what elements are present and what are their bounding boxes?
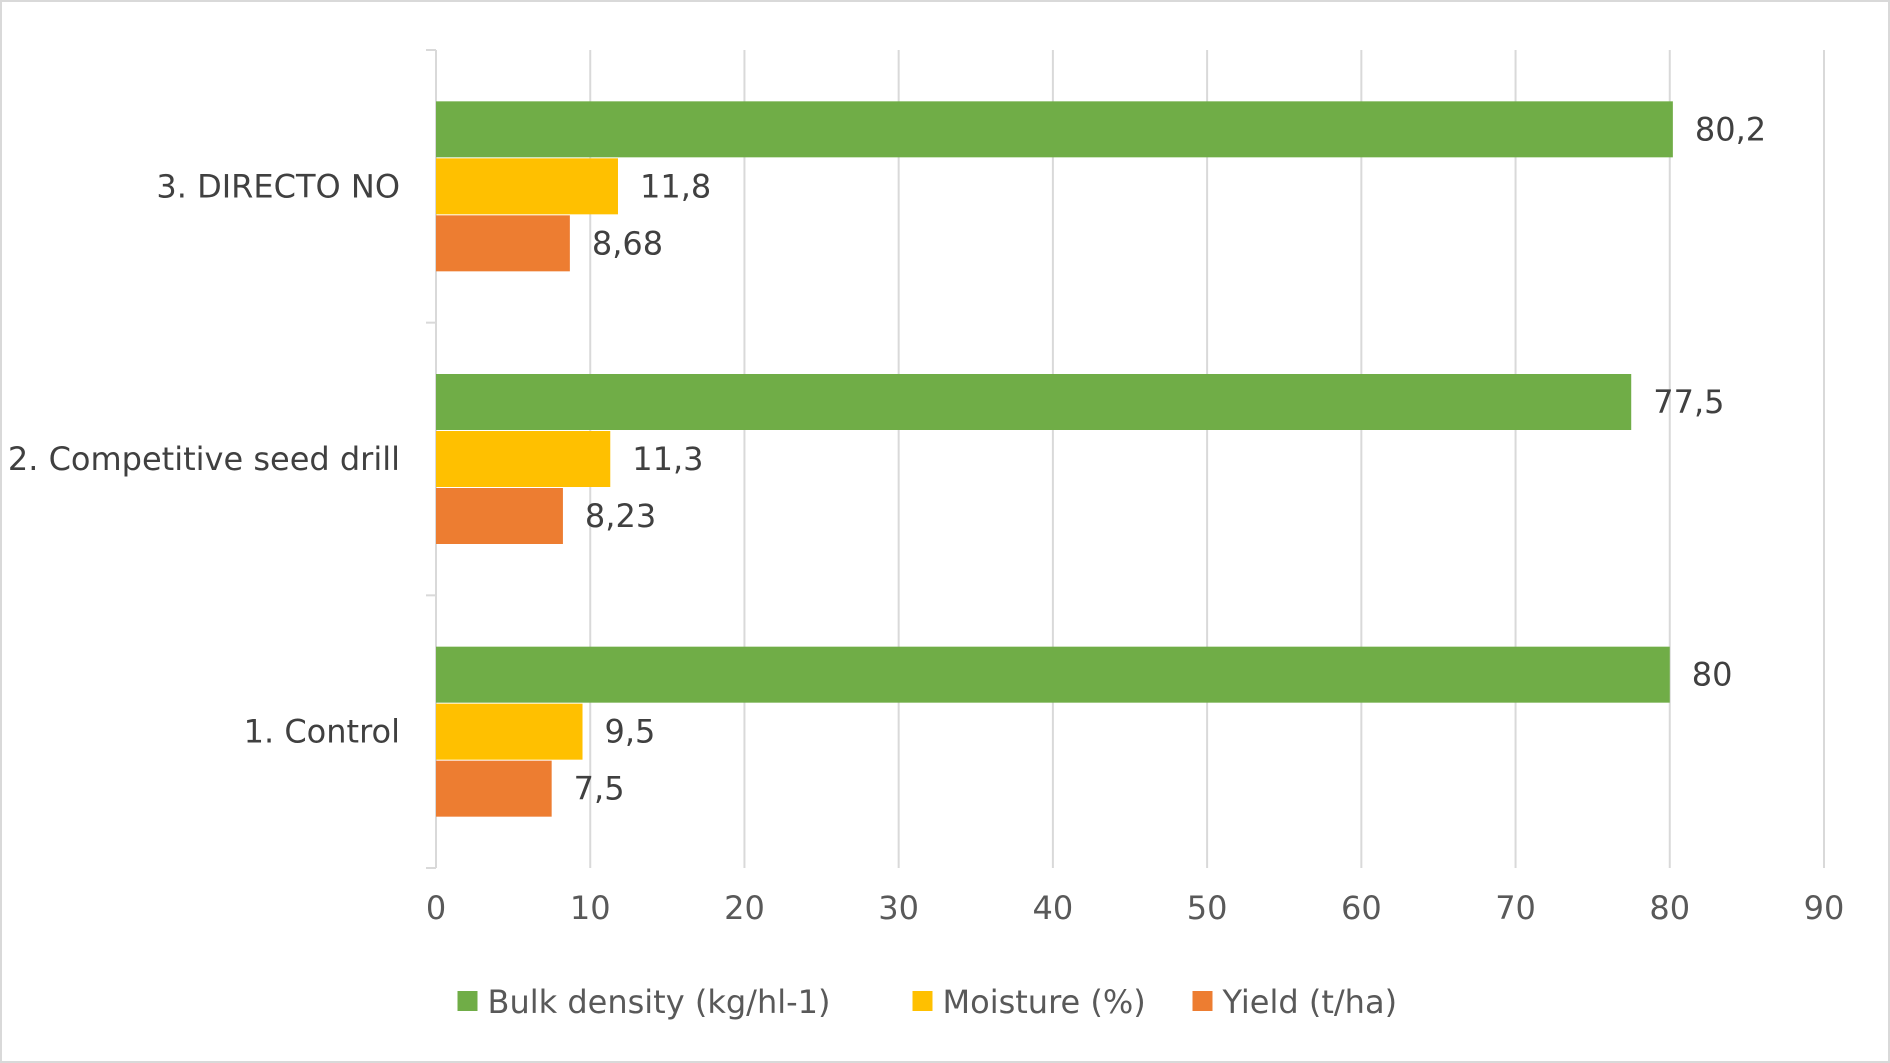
x-tick-label-40: 40 (1033, 889, 1074, 927)
legend-swatch-yield (1192, 991, 1213, 1011)
legend-label: Bulk density (kg/hl-1) (488, 983, 831, 1021)
category-label: 2. Competitive seed drill (8, 440, 400, 478)
data-label: 7,5 (574, 770, 625, 808)
category-label: 1. Control (244, 713, 400, 751)
x-tick-label-70: 70 (1495, 889, 1536, 927)
x-tick-label-90: 90 (1804, 889, 1845, 927)
category-label: 3. DIRECTO NO (156, 167, 400, 205)
x-tick-label-30: 30 (878, 889, 919, 927)
data-label: 77,5 (1653, 383, 1724, 421)
legend-label: Moisture (%) (943, 983, 1146, 1021)
bar-yield (436, 488, 563, 544)
x-tick-label-10: 10 (570, 889, 611, 927)
legend-label: Yield (t/ha) (1222, 983, 1398, 1021)
x-tick-label-20: 20 (724, 889, 765, 927)
legend-swatch-moisture (912, 991, 933, 1011)
data-label: 8,68 (592, 224, 663, 262)
bar-moisture (436, 431, 611, 487)
data-label: 80 (1692, 656, 1733, 694)
x-tick-label-50: 50 (1187, 889, 1228, 927)
bar-yield (436, 760, 552, 817)
x-tick-label-60: 60 (1341, 889, 1382, 927)
bar-moisture (436, 158, 618, 215)
bar-bulk (436, 646, 1670, 703)
bar-moisture (436, 703, 583, 760)
data-label: 80,2 (1695, 110, 1766, 148)
data-label: 8,23 (585, 497, 656, 535)
legend-swatch-bulk (457, 991, 478, 1011)
x-tick-label-0: 0 (426, 889, 446, 927)
data-label: 11,3 (632, 440, 703, 478)
bar-bulk (436, 374, 1632, 430)
data-label: 11,8 (640, 167, 711, 205)
x-tick-label-80: 80 (1649, 889, 1690, 927)
bar-bulk (436, 101, 1673, 158)
data-label: 9,5 (605, 713, 656, 751)
bar-yield (436, 215, 570, 272)
